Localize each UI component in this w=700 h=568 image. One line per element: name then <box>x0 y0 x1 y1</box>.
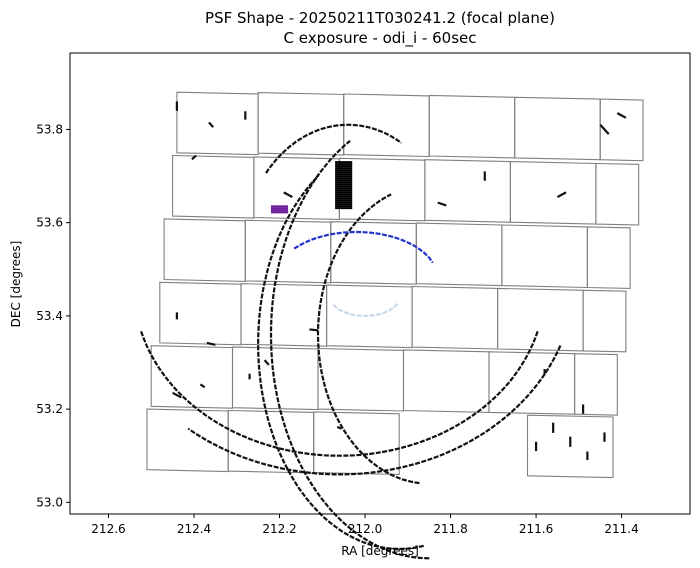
psf-arc-3 <box>140 331 539 457</box>
chart-title: PSF Shape - 20250211T030241.2 (focal pla… <box>205 9 555 27</box>
psf-whisker-8 <box>599 124 610 135</box>
x-axis-ticks: 212.6 212.4 212.2 212.0 211.8 211.6 211.4 <box>91 514 639 536</box>
psf-whisker-9 <box>616 112 627 119</box>
psf-whisker-5 <box>437 201 447 207</box>
psf-whisker-21 <box>336 425 342 430</box>
psf-arc-trace-5 <box>265 123 403 174</box>
psf-dense-blocks <box>270 161 353 214</box>
ota-outline-32 <box>313 411 400 475</box>
psf-dense-block-0 <box>335 161 353 210</box>
psf-arc-1 <box>316 193 420 485</box>
psf-arc-4 <box>187 345 562 476</box>
chart-subtitle: C exposure - odi_i - 60sec <box>284 29 477 48</box>
ota-grid <box>146 91 644 479</box>
y-tick-label: 53.0 <box>36 495 63 509</box>
y-tick-label: 53.4 <box>36 309 63 323</box>
psf-arc-trace-4 <box>187 345 562 476</box>
ota-outline-5 <box>599 98 644 162</box>
psf-whisker-13 <box>309 328 319 332</box>
y-axis-label: DEC [degrees] <box>9 241 23 328</box>
ota-outline-23 <box>582 289 627 353</box>
ota-outline-17 <box>586 226 631 289</box>
ota-outline-11 <box>595 162 640 226</box>
x-tick-label: 211.8 <box>433 522 467 536</box>
psf-arc-5 <box>265 123 403 174</box>
psf-arc-7 <box>331 302 399 317</box>
ota-outline-33 <box>526 414 614 479</box>
plot-area <box>69 52 691 560</box>
psf-whisker-7 <box>556 191 567 198</box>
psf-arc-2 <box>269 139 430 560</box>
y-tick-label: 53.2 <box>36 402 63 416</box>
x-axis-label: RA [degrees] <box>341 544 419 558</box>
y-tick-label: 53.6 <box>36 216 63 230</box>
x-tick-label: 212.0 <box>348 522 382 536</box>
psf-arc-trace-3 <box>140 331 539 457</box>
psf-whisker-1 <box>208 121 215 128</box>
ota-outline-0 <box>176 91 259 156</box>
psf-whisker-3 <box>283 191 293 198</box>
y-axis-ticks: 53.0 53.2 53.4 53.6 53.8 <box>36 122 70 509</box>
psf-arc-0 <box>256 175 424 550</box>
psf-arc-trace-0 <box>256 175 424 550</box>
ota-outline-29 <box>574 353 618 416</box>
psf-arc-trace-2 <box>269 139 430 560</box>
psf-arc-trace-6 <box>293 230 434 264</box>
x-tick-label: 211.6 <box>519 522 553 536</box>
psf-dense-block-1 <box>270 205 289 214</box>
x-tick-label: 212.6 <box>91 522 125 536</box>
psf-whisker-12 <box>263 359 270 366</box>
psf-whisker-23 <box>199 383 206 389</box>
psf-arc-6 <box>293 230 434 264</box>
plot-frame <box>69 52 691 515</box>
psf-whiskers <box>172 101 627 460</box>
y-tick-label: 53.8 <box>36 122 63 136</box>
x-tick-label: 211.4 <box>604 522 638 536</box>
psf-arc-trace-1 <box>316 193 420 485</box>
psf-whisker-22 <box>172 391 182 399</box>
x-tick-label: 212.2 <box>262 522 296 536</box>
x-tick-label: 212.4 <box>177 522 211 536</box>
psf-arcs <box>140 123 562 560</box>
psf-whisker-4 <box>191 154 197 161</box>
psf-whisker-11 <box>206 341 216 346</box>
psf-arc-trace-7 <box>331 302 399 317</box>
